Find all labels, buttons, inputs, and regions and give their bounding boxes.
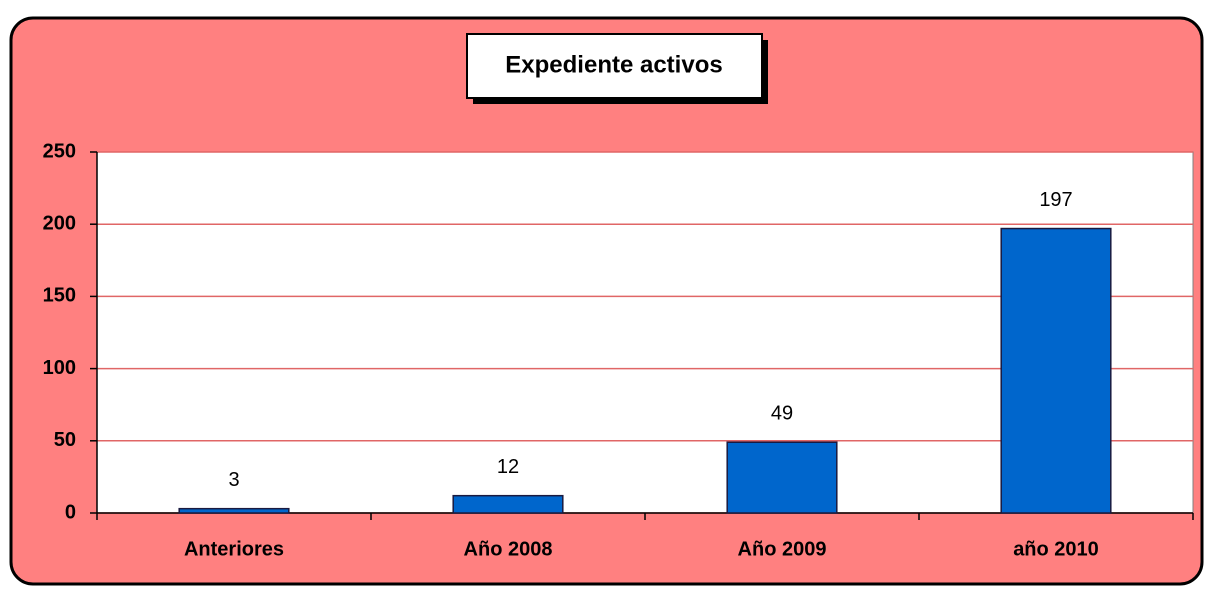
y-tick-label: 150 <box>43 285 76 307</box>
data-label: 49 <box>771 403 793 425</box>
data-label: 197 <box>1039 189 1072 211</box>
x-tick-label: Año 2009 <box>738 538 827 560</box>
x-tick-label: Anteriores <box>184 538 284 560</box>
data-label: 3 <box>228 469 239 491</box>
y-tick-label: 50 <box>54 429 76 451</box>
data-label: 12 <box>497 456 519 478</box>
x-tick-label: Año 2008 <box>464 538 553 560</box>
y-tick-label: 250 <box>43 140 76 162</box>
bar <box>726 441 838 514</box>
y-tick-label: 200 <box>43 212 76 234</box>
bar <box>1000 227 1112 514</box>
y-tick-label: 0 <box>65 501 76 523</box>
title-box <box>466 33 763 99</box>
x-tick-label: año 2010 <box>1013 538 1099 560</box>
chart-title: Expediente activos <box>505 51 722 78</box>
bar <box>178 507 290 514</box>
bar <box>452 494 564 514</box>
y-tick-label: 100 <box>43 357 76 379</box>
